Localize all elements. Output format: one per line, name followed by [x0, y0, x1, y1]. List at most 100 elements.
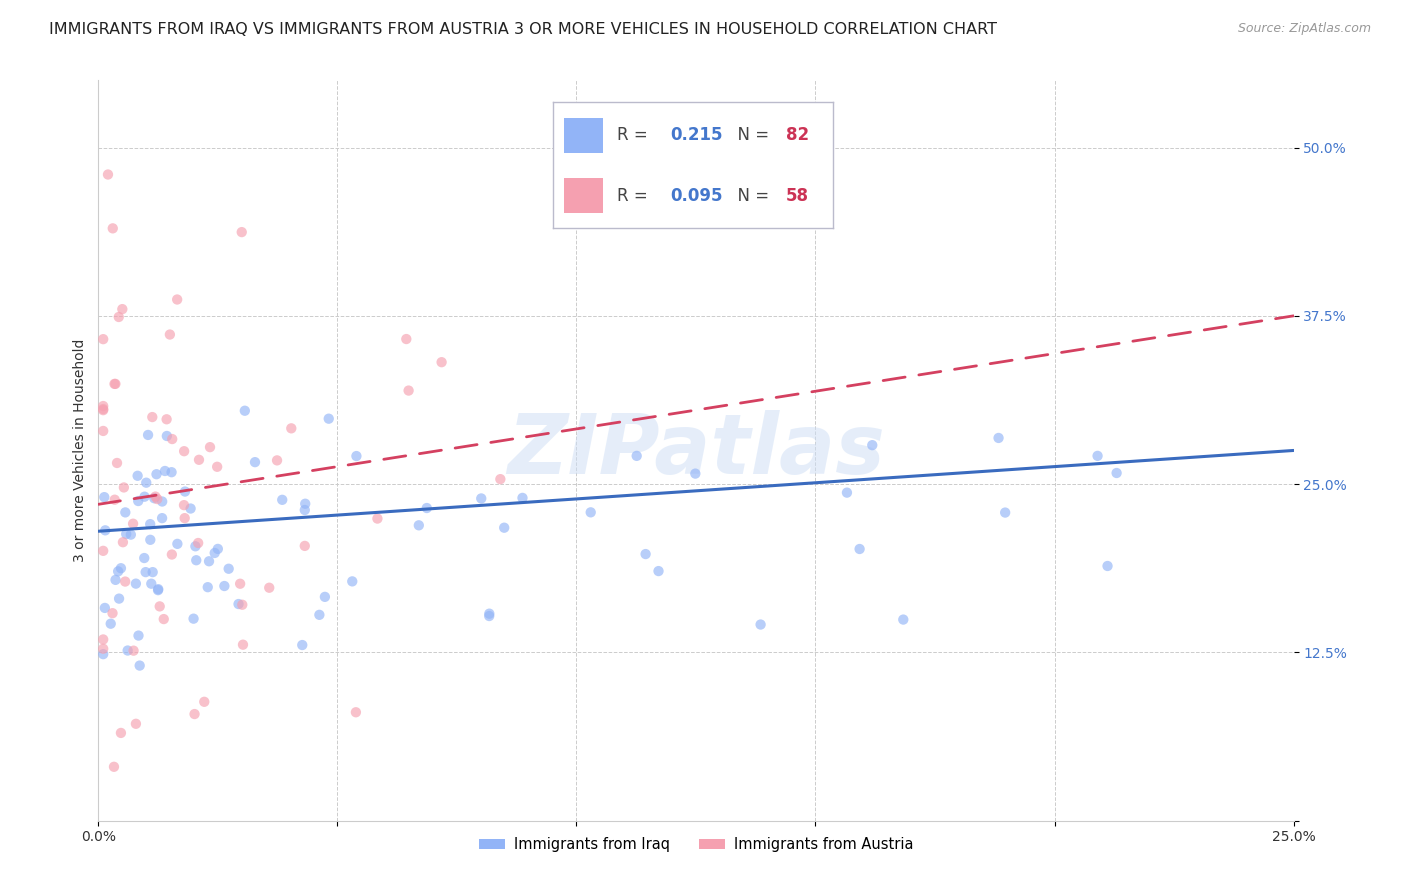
Point	[160, 548, 183, 562]
Point	[150, 511, 173, 525]
Point	[160, 465, 183, 479]
Point	[94, 601, 117, 615]
Point	[344, 449, 367, 463]
Point	[1087, 449, 1109, 463]
Point	[188, 452, 211, 467]
Point	[149, 599, 172, 614]
Point	[173, 498, 195, 512]
Point	[122, 643, 145, 657]
Point	[91, 641, 114, 656]
Point	[146, 491, 169, 506]
Point	[207, 541, 229, 556]
Y-axis label: 3 or more Vehicles in Household: 3 or more Vehicles in Household	[73, 339, 87, 562]
Point	[266, 453, 288, 467]
Point	[139, 533, 162, 547]
Point	[142, 565, 165, 579]
Point	[395, 332, 418, 346]
Point	[111, 535, 134, 549]
Point	[478, 609, 501, 624]
Point	[128, 658, 150, 673]
Point	[183, 612, 205, 626]
Point	[108, 591, 131, 606]
Point	[294, 503, 316, 517]
Point	[512, 491, 534, 505]
Point	[91, 647, 114, 661]
Point	[173, 444, 195, 458]
Point	[860, 438, 883, 452]
Point	[291, 638, 314, 652]
Point	[848, 541, 870, 556]
Point	[141, 410, 163, 425]
Point	[835, 485, 858, 500]
Point	[135, 475, 157, 490]
Point	[114, 505, 136, 519]
Point	[107, 310, 129, 324]
Point	[146, 583, 169, 598]
Point	[127, 494, 149, 508]
Point	[122, 516, 145, 531]
Point	[231, 225, 253, 239]
Point	[153, 464, 176, 478]
Point	[101, 606, 124, 620]
Point	[103, 376, 125, 391]
Point	[174, 484, 197, 499]
Point	[366, 511, 388, 525]
Point	[186, 553, 208, 567]
Text: ZIPatlas: ZIPatlas	[508, 410, 884, 491]
Point	[148, 582, 170, 597]
Point	[100, 616, 122, 631]
Point	[91, 403, 114, 417]
Point	[994, 506, 1017, 520]
Point	[685, 467, 707, 481]
Legend: Immigrants from Iraq, Immigrants from Austria: Immigrants from Iraq, Immigrants from Au…	[472, 831, 920, 858]
Point	[139, 517, 162, 532]
Point	[152, 612, 174, 626]
Point	[94, 524, 117, 538]
Point	[198, 554, 221, 568]
Point	[318, 411, 340, 425]
Point	[398, 384, 420, 398]
Point	[489, 472, 512, 486]
Point	[160, 432, 183, 446]
Point	[166, 537, 188, 551]
Point	[104, 573, 127, 587]
Point	[180, 501, 202, 516]
Point	[156, 412, 179, 426]
Point	[193, 695, 215, 709]
Point	[112, 480, 135, 494]
Point	[143, 491, 166, 506]
Point	[111, 302, 134, 317]
Point	[115, 527, 138, 541]
Point	[125, 576, 148, 591]
Point	[110, 561, 132, 575]
Point	[231, 598, 253, 612]
Point	[294, 497, 316, 511]
Point	[232, 638, 254, 652]
Point	[891, 613, 914, 627]
Point	[159, 327, 181, 342]
Point	[308, 607, 330, 622]
Point	[91, 332, 114, 346]
Point	[478, 607, 501, 621]
Point	[204, 546, 226, 560]
Point	[626, 449, 648, 463]
Point	[135, 565, 157, 579]
Point	[634, 547, 657, 561]
Point	[145, 490, 167, 504]
Point	[243, 455, 266, 469]
Point	[233, 403, 256, 417]
Point	[125, 716, 148, 731]
Point	[198, 440, 221, 454]
Point	[342, 574, 364, 589]
Point	[120, 527, 142, 541]
Point	[104, 492, 127, 507]
Point	[344, 705, 367, 719]
Point	[91, 402, 114, 417]
Point	[117, 643, 139, 657]
Point	[1097, 559, 1119, 574]
Point	[184, 539, 207, 553]
Point	[271, 492, 294, 507]
Point	[150, 494, 173, 508]
Point	[141, 576, 163, 591]
Point	[416, 501, 439, 516]
